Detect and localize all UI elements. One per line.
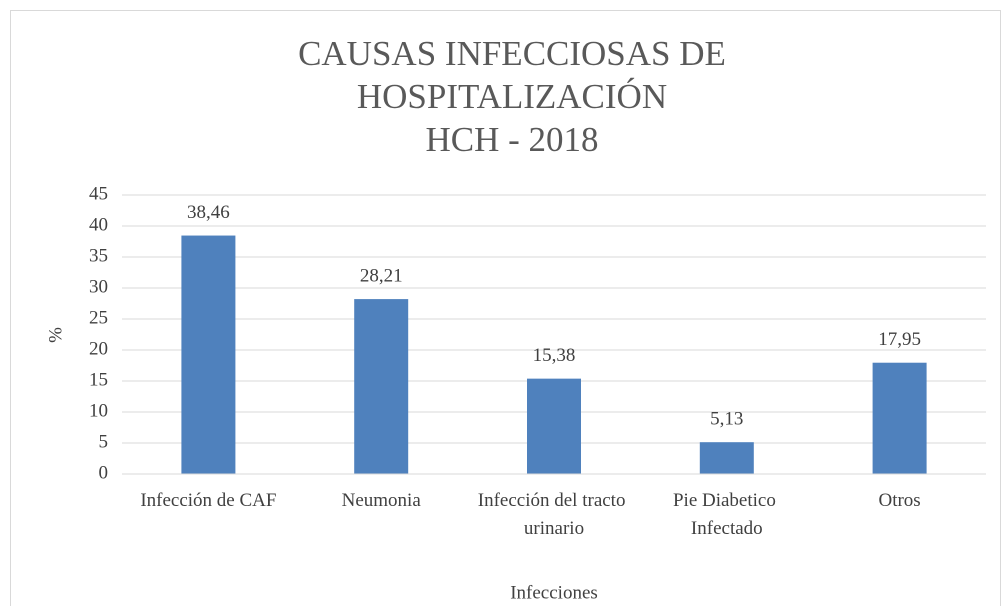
y-tick-label: 25 <box>89 307 108 328</box>
chart-title: HOSPITALIZACIÓN <box>357 76 667 116</box>
data-label: 38,46 <box>187 202 230 223</box>
x-axis-title: Infecciones <box>510 582 598 603</box>
data-label: 15,38 <box>533 345 576 366</box>
x-tick-label: Pie Diabetico Infectado <box>673 490 781 539</box>
y-tick-label: 5 <box>99 431 109 452</box>
bar <box>527 378 581 474</box>
x-tick-label: Infección de CAF <box>140 490 276 511</box>
y-tick-label: 45 <box>89 183 108 204</box>
bar <box>699 442 754 474</box>
bar <box>181 235 236 474</box>
x-tick-label: Otros <box>878 490 920 511</box>
bar <box>872 362 927 474</box>
bar <box>354 299 409 474</box>
y-tick-label: 30 <box>89 276 108 297</box>
y-tick-label: 15 <box>89 369 108 390</box>
y-tick-label: 10 <box>89 400 108 421</box>
data-label: 17,95 <box>878 329 921 350</box>
y-axis-title: % <box>45 327 66 343</box>
chart-title: HCH - 2018 <box>425 120 598 159</box>
chart-title: CAUSAS INFECCIOSAS DE <box>298 34 726 73</box>
data-label: 28,21 <box>360 265 403 286</box>
data-label: 5,13 <box>710 409 743 430</box>
x-tick-label: Neumonia <box>342 490 422 511</box>
y-tick-label: 0 <box>99 462 109 483</box>
chart-frame <box>10 10 1001 606</box>
x-tick-label: Infección del tracto urinario <box>478 490 630 539</box>
y-tick-label: 35 <box>89 245 108 266</box>
y-tick-label: 20 <box>89 338 108 359</box>
y-tick-label: 40 <box>89 214 108 235</box>
